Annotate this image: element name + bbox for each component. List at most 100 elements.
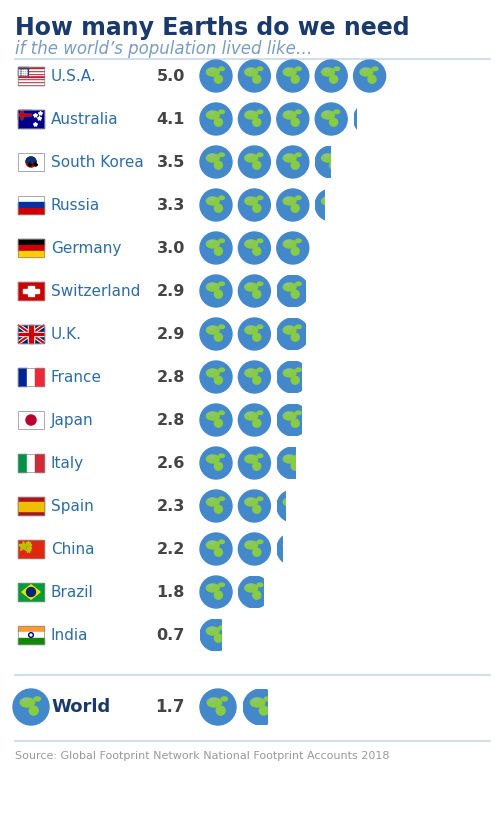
Circle shape	[238, 490, 270, 522]
Ellipse shape	[291, 204, 299, 212]
Bar	[26, 454, 36, 472]
Ellipse shape	[283, 498, 296, 506]
Bar	[18, 626, 44, 632]
Ellipse shape	[247, 541, 252, 544]
Circle shape	[354, 60, 386, 92]
Ellipse shape	[206, 154, 219, 162]
Ellipse shape	[286, 369, 290, 372]
Ellipse shape	[245, 541, 258, 549]
Ellipse shape	[286, 283, 290, 287]
Text: 3.3: 3.3	[156, 198, 185, 213]
Ellipse shape	[245, 326, 258, 334]
Bar	[18, 110, 44, 128]
Bar	[18, 76, 44, 78]
Circle shape	[315, 60, 347, 92]
Bar	[18, 333, 44, 335]
Ellipse shape	[29, 706, 38, 715]
Ellipse shape	[322, 111, 334, 119]
Bar	[18, 114, 31, 115]
Bar	[18, 638, 44, 644]
Bar	[34, 163, 36, 167]
Ellipse shape	[247, 240, 252, 243]
Text: 2.6: 2.6	[156, 456, 185, 470]
Ellipse shape	[214, 333, 222, 342]
Bar	[30, 163, 32, 166]
Ellipse shape	[214, 548, 222, 556]
Ellipse shape	[286, 68, 290, 71]
Text: U.S.A.: U.S.A.	[51, 68, 97, 84]
Bar	[18, 497, 44, 515]
Circle shape	[354, 103, 386, 135]
Bar	[28, 286, 34, 296]
Circle shape	[238, 361, 270, 393]
Circle shape	[277, 275, 309, 307]
Bar	[18, 454, 26, 472]
Ellipse shape	[296, 110, 301, 113]
Bar	[36, 454, 44, 472]
Ellipse shape	[296, 540, 301, 544]
Ellipse shape	[286, 326, 290, 329]
Bar	[18, 82, 44, 84]
Text: How many Earths do we need: How many Earths do we need	[15, 16, 409, 40]
Circle shape	[200, 576, 232, 608]
Bar	[18, 497, 44, 515]
Bar	[18, 454, 44, 472]
Ellipse shape	[264, 697, 270, 701]
Bar	[18, 368, 44, 386]
Bar	[18, 251, 44, 257]
Ellipse shape	[247, 154, 252, 157]
Ellipse shape	[219, 196, 224, 200]
Ellipse shape	[247, 498, 252, 501]
Ellipse shape	[291, 376, 299, 384]
Ellipse shape	[219, 454, 224, 457]
Bar	[18, 153, 44, 171]
Bar	[18, 110, 31, 119]
Ellipse shape	[209, 154, 214, 157]
Text: Brazil: Brazil	[51, 585, 94, 599]
Circle shape	[200, 447, 232, 479]
Ellipse shape	[257, 325, 263, 328]
Ellipse shape	[245, 240, 258, 248]
Ellipse shape	[257, 583, 263, 586]
Ellipse shape	[283, 68, 296, 76]
Circle shape	[277, 533, 309, 565]
Ellipse shape	[206, 584, 219, 592]
Ellipse shape	[219, 282, 224, 286]
Ellipse shape	[257, 110, 263, 113]
Ellipse shape	[257, 153, 263, 157]
Ellipse shape	[245, 455, 258, 463]
Text: 0.7: 0.7	[156, 627, 185, 643]
Ellipse shape	[283, 455, 296, 463]
Bar	[18, 110, 44, 128]
Ellipse shape	[253, 161, 261, 169]
Ellipse shape	[334, 196, 340, 200]
Bar	[18, 67, 44, 85]
Bar	[18, 583, 44, 601]
Ellipse shape	[253, 247, 261, 255]
Ellipse shape	[296, 368, 301, 372]
Bar	[18, 67, 28, 76]
Circle shape	[200, 275, 232, 307]
Circle shape	[238, 533, 270, 565]
Text: 3.5: 3.5	[156, 154, 185, 169]
Bar	[18, 245, 44, 251]
Ellipse shape	[291, 420, 299, 427]
Ellipse shape	[286, 412, 290, 415]
Bar	[18, 153, 44, 171]
Bar	[20, 110, 22, 119]
Ellipse shape	[330, 204, 338, 212]
Circle shape	[200, 318, 232, 350]
Circle shape	[315, 146, 347, 178]
Ellipse shape	[219, 110, 224, 113]
Ellipse shape	[216, 706, 225, 715]
Circle shape	[277, 60, 309, 92]
Ellipse shape	[257, 239, 263, 242]
Ellipse shape	[206, 68, 219, 76]
Bar	[18, 583, 44, 601]
Bar	[18, 70, 44, 71]
Ellipse shape	[283, 326, 296, 334]
Ellipse shape	[291, 505, 299, 513]
Bar	[18, 282, 44, 300]
Ellipse shape	[253, 333, 261, 342]
Ellipse shape	[214, 204, 222, 212]
